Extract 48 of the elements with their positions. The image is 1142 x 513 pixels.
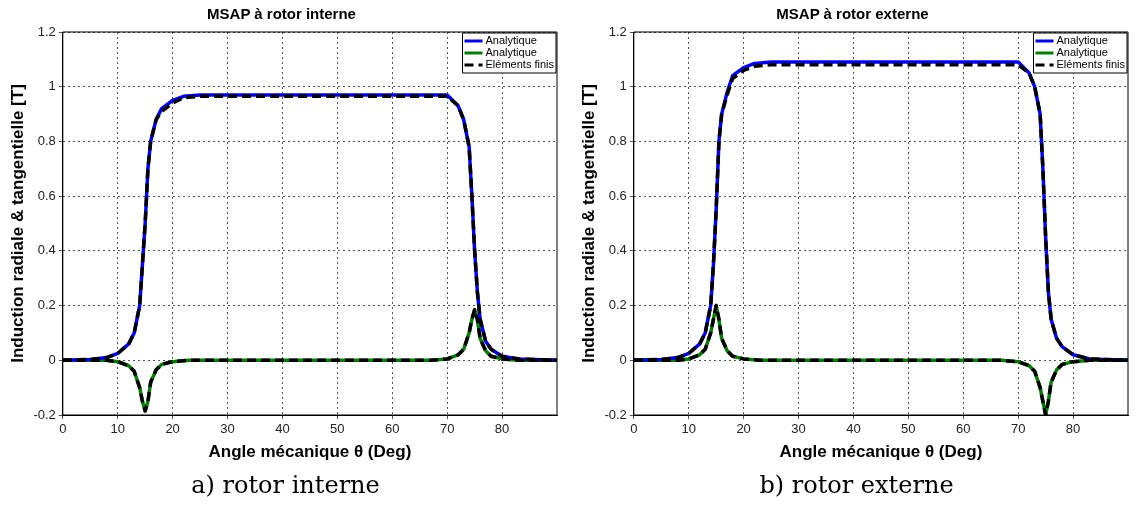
text: b) rotor externe [758,470,955,501]
x-axis-title: Angle mécanique θ (Deg) [779,442,983,462]
x-tick-label: 0 [59,421,67,437]
y-tick-label: 1.2 [608,23,627,39]
legend-label: Analytique [1056,34,1108,47]
legend-label: Analytique [485,34,537,47]
x-tick-label: 60 [956,421,971,437]
y-tick-label: 0.2 [608,297,627,313]
x-tick-label: 30 [220,421,235,437]
y-tick-label: -0.2 [33,406,56,422]
x-tick-label: 10 [681,421,696,437]
x-tick-label: 10 [110,421,125,437]
y-tick-label: 1.2 [37,23,56,39]
legend-label: Eléments finis [1056,58,1126,71]
y-tick-label: 0 [619,351,627,367]
x-tick-label: 80 [1065,421,1081,437]
legend-label: Eléments finis [485,58,555,71]
chart-title: MSAP à rotor interne [207,5,356,23]
y-tick-label: 0.4 [37,242,56,258]
text: a) rotor interne [190,470,381,501]
y-tick-label: -0.2 [604,406,627,422]
x-tick-label: 40 [275,421,290,437]
y-tick-label: 0.8 [608,133,627,149]
y-axis-title: Induction radiale & tangentielle [T] [578,84,598,363]
y-tick-label: 0.6 [37,187,56,203]
y-tick-label: 0.2 [37,297,56,313]
x-tick-label: 70 [1010,421,1026,437]
y-tick-label: 0.6 [608,187,627,203]
x-tick-label: 70 [439,421,455,437]
x-tick-label: 60 [385,421,400,437]
x-tick-label: 0 [630,421,638,437]
x-tick-label: 20 [165,421,180,437]
y-tick-label: 0.8 [37,133,56,149]
x-tick-label: 30 [791,421,806,437]
x-tick-label: 50 [901,421,916,437]
x-axis-title: Angle mécanique θ (Deg) [208,442,412,462]
chart-title: MSAP à rotor externe [776,5,929,23]
y-tick-label: 1 [48,78,56,94]
x-tick-label: 20 [736,421,751,437]
x-tick-label: 80 [494,421,510,437]
y-tick-label: 0.4 [608,242,627,258]
y-tick-label: 0 [48,351,56,367]
legend-label: Analytique [485,46,537,59]
legend-label: Analytique [1056,46,1108,59]
y-axis-title: Induction radiale & tangentielle [T] [7,84,27,363]
x-tick-label: 50 [330,421,345,437]
x-tick-label: 40 [846,421,861,437]
y-tick-label: 1 [619,78,627,94]
